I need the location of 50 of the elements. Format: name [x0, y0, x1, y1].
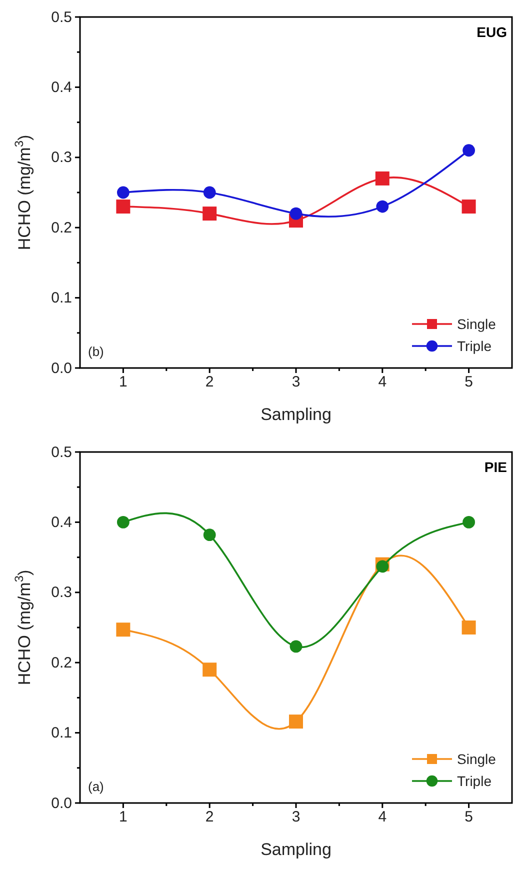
y-tick-label: 0.5	[51, 444, 72, 461]
y-tick-label: 0.3	[51, 149, 72, 166]
legend-label: Triple	[457, 773, 492, 789]
y-tick-label: 0.1	[51, 724, 72, 742]
y-tick-label: 0.4	[51, 514, 72, 531]
point	[462, 200, 476, 214]
point	[376, 200, 389, 213]
point	[375, 171, 390, 186]
y-tick-label: 0.2	[51, 654, 72, 672]
x-tick-label: 1	[119, 808, 128, 826]
y-tick-label: 0.5	[51, 8, 72, 26]
point	[462, 516, 476, 528]
x-tick-label: 4	[378, 374, 387, 391]
point	[290, 640, 302, 653]
text: PIE	[484, 459, 507, 475]
point	[203, 528, 216, 542]
legend-label: Triple	[457, 338, 492, 354]
legend-label: Single	[457, 316, 496, 332]
point	[202, 662, 217, 677]
y-tick-label: 0.2	[51, 219, 72, 236]
point	[462, 144, 476, 157]
x-tick-label: 1	[119, 374, 128, 391]
y-tick-label: 0.1	[51, 290, 72, 307]
y-tick-label: 0.4	[51, 79, 72, 96]
x-tick-label: 5	[464, 808, 473, 826]
point	[116, 622, 130, 637]
point	[202, 206, 217, 221]
x-tick-label: 4	[378, 808, 387, 826]
x-axis-title: Sampling	[260, 840, 332, 859]
text: EUG	[476, 24, 508, 40]
legend-label: Single	[457, 751, 496, 767]
point	[290, 207, 302, 220]
x-tick-label: 2	[205, 808, 214, 826]
point	[116, 186, 130, 199]
x-tick-label: 5	[464, 374, 473, 391]
annotation: (b)	[88, 344, 104, 359]
x-axis-title: Sampling	[260, 405, 332, 424]
point	[116, 200, 130, 214]
y-tick-label: 0.0	[51, 360, 72, 377]
y-tick-label: 0.3	[51, 584, 72, 602]
point	[116, 516, 130, 528]
point	[376, 560, 389, 573]
annotation: (a)	[88, 779, 104, 794]
point	[462, 620, 476, 634]
x-tick-label: 3	[292, 808, 300, 826]
point	[203, 186, 216, 199]
point	[289, 714, 303, 729]
x-tick-label: 2	[205, 374, 214, 391]
x-tick-label: 3	[292, 374, 300, 391]
y-tick-label: 0.0	[51, 794, 72, 812]
